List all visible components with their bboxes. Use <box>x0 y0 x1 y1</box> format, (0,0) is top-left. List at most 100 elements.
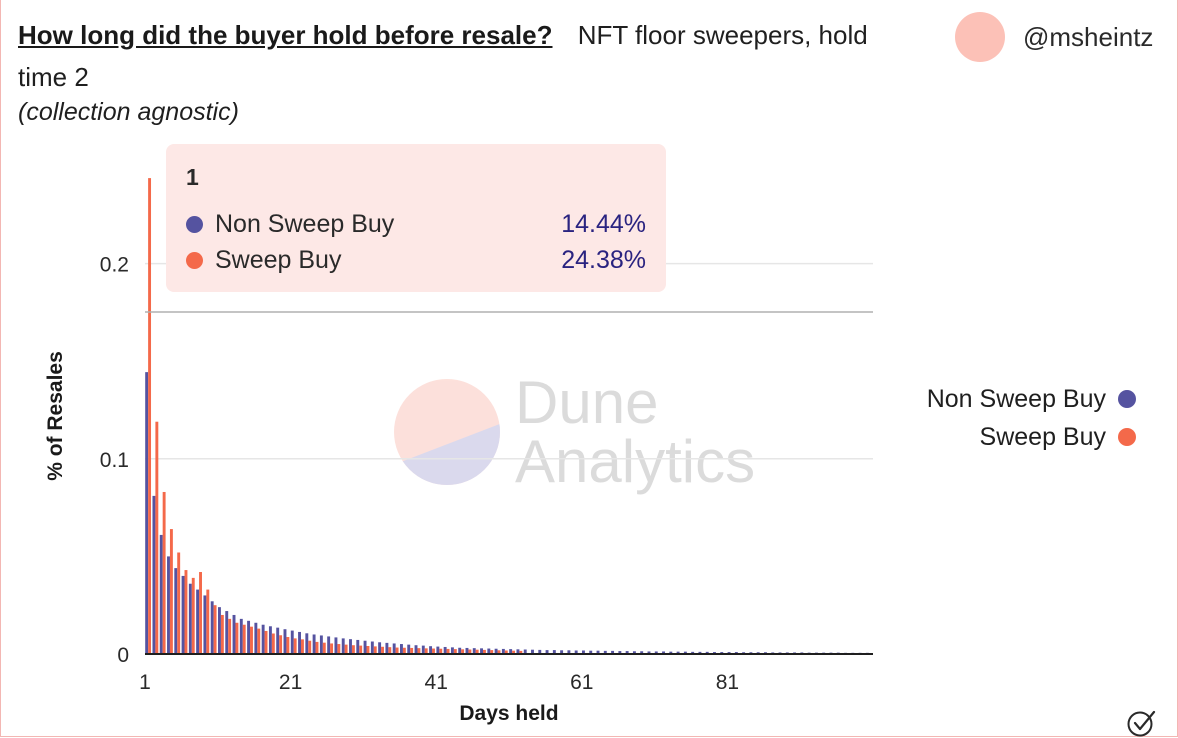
bar-non-sweep[interactable] <box>662 651 665 654</box>
bar-non-sweep[interactable] <box>647 651 651 654</box>
bar-non-sweep[interactable] <box>407 644 411 654</box>
bar-non-sweep[interactable] <box>159 534 163 654</box>
bar-sweep[interactable] <box>257 628 261 654</box>
bar-non-sweep[interactable] <box>589 650 593 654</box>
bar-sweep[interactable] <box>497 650 501 654</box>
bar-non-sweep[interactable] <box>232 614 236 654</box>
legend-item-non-sweep[interactable]: Non Sweep Buy <box>927 384 1136 414</box>
bar-non-sweep[interactable] <box>603 650 607 654</box>
bar-sweep[interactable] <box>279 635 283 654</box>
bar-non-sweep[interactable] <box>538 649 542 654</box>
bar-sweep[interactable] <box>366 645 370 654</box>
bar-non-sweep[interactable] <box>465 647 469 654</box>
bar-sweep[interactable] <box>286 637 290 654</box>
bar-non-sweep[interactable] <box>392 643 396 654</box>
bar-sweep[interactable] <box>250 626 253 654</box>
bar-non-sweep[interactable] <box>370 641 374 654</box>
bar-non-sweep[interactable] <box>334 637 338 654</box>
bar-sweep[interactable] <box>300 639 304 654</box>
user-handle[interactable]: @msheintz <box>1023 21 1154 52</box>
bar-non-sweep[interactable] <box>552 650 556 654</box>
bar-sweep[interactable] <box>228 618 232 654</box>
bar-non-sweep[interactable] <box>574 650 578 654</box>
legend-label[interactable]: Non Sweep Buy <box>926 384 1106 413</box>
bar-non-sweep[interactable] <box>640 651 644 654</box>
bar-non-sweep[interactable] <box>683 651 687 654</box>
bar-non-sweep[interactable] <box>363 640 367 654</box>
bar-non-sweep[interactable] <box>261 624 265 654</box>
bar-non-sweep[interactable] <box>458 647 462 654</box>
bar-non-sweep[interactable] <box>531 649 534 654</box>
bar-sweep[interactable] <box>322 642 326 654</box>
bar-non-sweep[interactable] <box>596 650 600 654</box>
bar-sweep[interactable] <box>461 649 465 654</box>
bar-non-sweep[interactable] <box>356 639 360 654</box>
bar-non-sweep[interactable] <box>276 627 280 654</box>
bar-non-sweep[interactable] <box>268 626 272 654</box>
bar-sweep[interactable] <box>162 491 166 654</box>
bar-non-sweep[interactable] <box>385 642 389 654</box>
bar-sweep[interactable] <box>293 638 297 654</box>
bar-non-sweep[interactable] <box>669 651 673 654</box>
user-badge[interactable]: @msheintz <box>955 12 1153 62</box>
bar-non-sweep[interactable] <box>676 651 680 654</box>
bar-sweep[interactable] <box>169 529 173 654</box>
bar-non-sweep[interactable] <box>632 651 636 654</box>
bar-non-sweep[interactable] <box>254 622 258 654</box>
bar-non-sweep[interactable] <box>421 645 425 654</box>
bar-sweep[interactable] <box>330 643 334 654</box>
bar-non-sweep[interactable] <box>611 650 615 654</box>
bar-non-sweep[interactable] <box>691 651 695 654</box>
bar-non-sweep[interactable] <box>494 648 498 654</box>
bar-sweep[interactable] <box>504 650 508 654</box>
check-circle-icon[interactable] <box>1126 708 1160 738</box>
bar-sweep[interactable] <box>446 648 450 654</box>
bar-non-sweep[interactable] <box>436 646 440 654</box>
bar-non-sweep[interactable] <box>349 639 352 654</box>
bar-non-sweep[interactable] <box>305 633 309 654</box>
bar-non-sweep[interactable] <box>414 645 418 654</box>
bar-sweep[interactable] <box>235 622 239 654</box>
bar-sweep[interactable] <box>177 552 181 654</box>
bar-non-sweep[interactable] <box>400 644 403 654</box>
bar-sweep[interactable] <box>184 570 188 654</box>
legend-label[interactable]: Sweep Buy <box>979 422 1106 451</box>
bar-non-sweep[interactable] <box>378 642 382 654</box>
bar-non-sweep[interactable] <box>203 595 207 654</box>
bar-sweep[interactable] <box>148 178 152 654</box>
bar-sweep[interactable] <box>453 649 457 654</box>
bar-non-sweep[interactable] <box>582 650 585 654</box>
bar-sweep[interactable] <box>308 640 312 654</box>
bar-non-sweep[interactable] <box>218 607 221 654</box>
bar-sweep[interactable] <box>482 649 486 654</box>
bar-non-sweep[interactable] <box>341 638 345 654</box>
bar-non-sweep[interactable] <box>247 620 251 654</box>
bar-sweep[interactable] <box>402 647 406 654</box>
bar-non-sweep[interactable] <box>501 648 505 654</box>
bar-non-sweep[interactable] <box>225 611 229 654</box>
bar-sweep[interactable] <box>220 614 224 654</box>
chart-title[interactable]: How long did the buyer hold before resal… <box>18 20 553 50</box>
bar-non-sweep[interactable] <box>487 648 491 654</box>
avatar[interactable] <box>955 12 1005 62</box>
bar-non-sweep[interactable] <box>167 556 170 654</box>
bar-sweep[interactable] <box>264 630 268 654</box>
bar-sweep[interactable] <box>242 624 246 654</box>
bar-non-sweep[interactable] <box>516 649 520 654</box>
bar-non-sweep[interactable] <box>545 650 549 654</box>
bar-sweep[interactable] <box>417 648 421 654</box>
bar-sweep[interactable] <box>388 647 392 654</box>
bar-sweep[interactable] <box>432 648 435 654</box>
bar-sweep[interactable] <box>351 645 355 654</box>
bar-sweep[interactable] <box>373 646 377 654</box>
bar-sweep[interactable] <box>315 641 319 654</box>
bar-non-sweep[interactable] <box>567 650 571 654</box>
bar-non-sweep[interactable] <box>283 629 287 654</box>
bar-non-sweep[interactable] <box>509 649 513 654</box>
bar-non-sweep[interactable] <box>290 630 294 654</box>
bar-sweep[interactable] <box>519 650 523 654</box>
bar-sweep[interactable] <box>155 421 159 654</box>
bar-sweep[interactable] <box>337 644 341 654</box>
bar-non-sweep[interactable] <box>239 618 243 654</box>
bar-non-sweep[interactable] <box>654 651 658 654</box>
